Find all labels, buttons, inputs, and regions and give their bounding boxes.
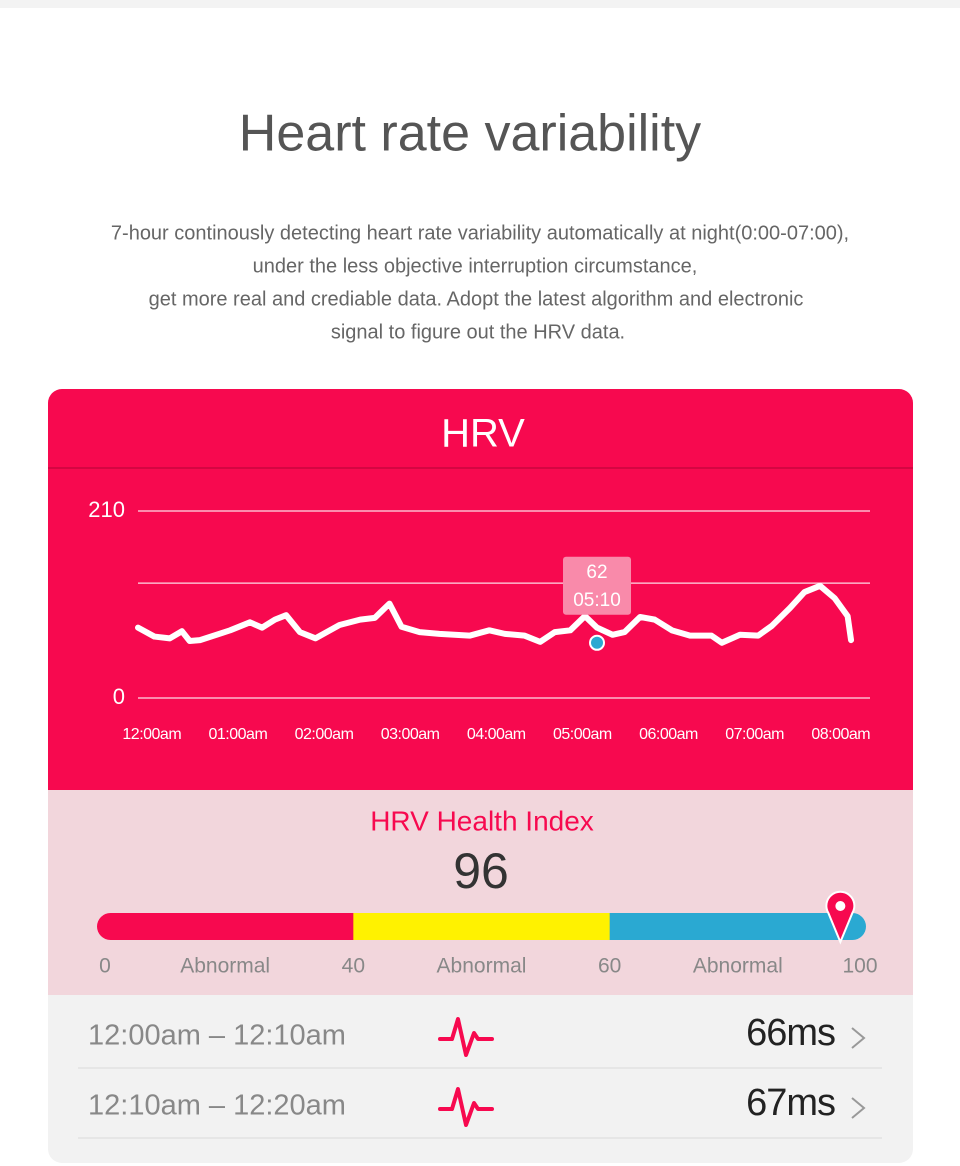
x-tick-label: 07:00am [725, 726, 784, 743]
tooltip-time: 05:10 [573, 590, 621, 611]
scale-label: 0 [99, 955, 111, 978]
x-tick-label: 02:00am [295, 726, 354, 743]
record-value: 66ms [746, 1012, 835, 1054]
gauge-marker-hole [835, 901, 846, 911]
top-band [0, 0, 960, 8]
x-tick-label: 04:00am [467, 726, 526, 743]
chevron[interactable] [851, 1027, 866, 1049]
record-time: 12:00am – 12:10am [88, 1020, 346, 1052]
chevron[interactable] [851, 1097, 866, 1119]
heartbeat-icon [438, 1087, 494, 1127]
tooltip-dot [589, 634, 606, 651]
card-title: HRV [441, 412, 525, 456]
x-tick-label: 03:00am [381, 726, 440, 743]
scale-label: 60 [598, 955, 621, 978]
tooltip-box [563, 556, 632, 615]
chart-panel [48, 389, 913, 790]
x-tick-label: 08:00am [811, 726, 870, 743]
records-panel [48, 995, 913, 1163]
x-tick-label: 06:00am [639, 726, 698, 743]
y-tick-label: 0 [113, 684, 125, 709]
description-line: under the less objective interruption ci… [253, 255, 698, 277]
page-title: Heart rate variability [239, 105, 701, 163]
scale-label: 40 [342, 955, 365, 978]
gauge-segment [353, 913, 611, 940]
gauge-segment [609, 913, 866, 940]
card [48, 389, 913, 1163]
x-tick-label: 12:00am [122, 726, 181, 743]
x-tick-label: 01:00am [209, 726, 268, 743]
index-panel [48, 790, 913, 995]
description-line: 7-hour continously detecting heart rate … [111, 222, 849, 244]
gauge-marker [825, 890, 856, 945]
hrv-line [135, 582, 855, 646]
tooltip-value: 62 [586, 562, 607, 583]
gauge-segment [97, 913, 354, 940]
record-time: 12:10am – 12:20am [88, 1090, 346, 1122]
record-value: 67ms [746, 1082, 835, 1124]
x-tick-label: 05:00am [553, 726, 612, 743]
segment-label: Abnormal [693, 955, 783, 978]
y-tick-label: 210 [88, 497, 125, 522]
description-line: signal to figure out the HRV data. [331, 321, 625, 343]
scale-label: 100 [842, 955, 877, 978]
index-value: 96 [453, 843, 509, 899]
heartbeat-icon [438, 1017, 494, 1057]
segment-label: Abnormal [437, 955, 527, 978]
index-title: HRV Health Index [370, 805, 594, 836]
segment-label: Abnormal [180, 955, 270, 978]
description-line: get more real and crediable data. Adopt … [149, 288, 804, 310]
